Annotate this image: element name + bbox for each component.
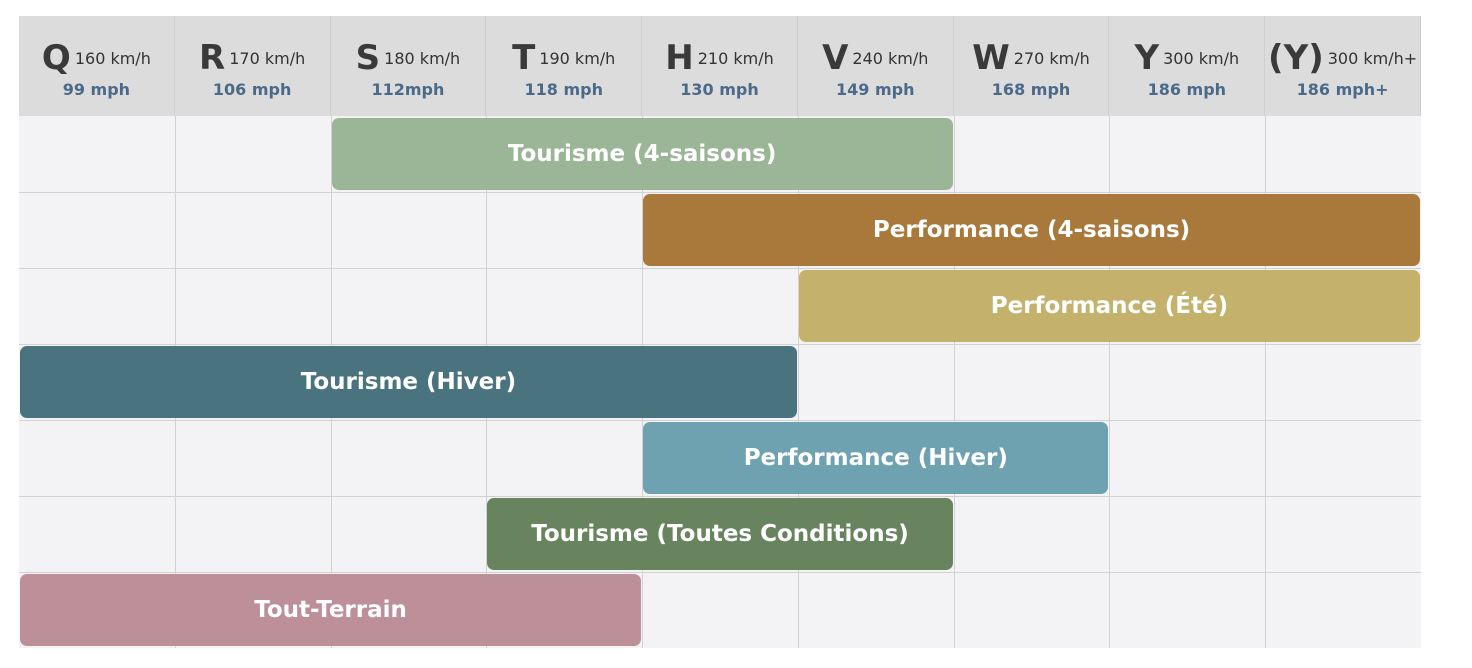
grid-line [19, 420, 1421, 421]
rating-letter: S [355, 38, 381, 78]
rating-letter: R [199, 38, 226, 78]
header-cell: T 190 km/h 118 mph [486, 16, 643, 116]
speed-kmh: 210 km/h [697, 48, 774, 68]
header-cell: Y 300 km/h 186 mph [1109, 16, 1266, 116]
category-bar: Tourisme (Toutes Conditions) [487, 498, 953, 570]
rating-line: T 190 km/h [486, 38, 641, 78]
rating-line: Q 160 km/h [19, 38, 174, 78]
rating-letter: Q [41, 38, 71, 78]
speed-mph: 149 mph [836, 80, 915, 99]
speed-mph: 130 mph [680, 80, 759, 99]
header-cell: (Y) 300 km/h+ 186 mph+ [1265, 16, 1421, 116]
rating-letter: H [665, 38, 694, 78]
rating-line: (Y) 300 km/h+ [1265, 38, 1420, 78]
header-cell: S 180 km/h 112mph [330, 16, 487, 116]
grid-line [797, 116, 799, 648]
category-bar: Performance (4-saisons) [643, 194, 1420, 266]
category-bar: Tourisme (Hiver) [20, 346, 797, 418]
rating-letter: W [972, 38, 1010, 78]
speed-kmh: 270 km/h [1013, 48, 1090, 68]
rating-line: W 270 km/h [954, 38, 1109, 78]
speed-kmh: 240 km/h [852, 48, 929, 68]
rating-letter: (Y) [1268, 38, 1324, 78]
speed-mph: 99 mph [62, 80, 131, 99]
speed-mph: 112mph [371, 80, 445, 99]
header-cell: Q 160 km/h 99 mph [19, 16, 175, 116]
speed-kmh: 180 km/h [384, 48, 461, 68]
header-cell: V 240 km/h 149 mph [797, 16, 954, 116]
grid-line [19, 192, 1421, 193]
rating-letter: V [822, 38, 849, 78]
grid-line [19, 496, 1421, 497]
grid-line [19, 344, 1421, 345]
grid-line [19, 572, 1421, 573]
speed-mph: 186 mph+ [1296, 80, 1389, 99]
speed-mph: 106 mph [212, 80, 292, 99]
rating-line: S 180 km/h [331, 38, 486, 78]
grid-line [19, 268, 1421, 269]
grid-line [1265, 116, 1267, 648]
rating-line: Y 300 km/h [1109, 38, 1264, 78]
rating-line: H 210 km/h [642, 38, 797, 78]
rating-letter: T [512, 38, 536, 78]
rating-line: V 240 km/h [798, 38, 953, 78]
speed-mph: 118 mph [524, 80, 603, 99]
rating-line: R 170 km/h [175, 38, 330, 78]
speed-rating-table: Q 160 km/h 99 mph R 170 km/h 106 mph S 180 km/h… [19, 16, 1421, 648]
speed-mph: 168 mph [991, 80, 1071, 99]
grid-line [1109, 116, 1111, 648]
speed-mph: 186 mph [1147, 80, 1227, 99]
speed-kmh: 190 km/h [539, 48, 616, 68]
speed-kmh: 300 km/h+ [1327, 48, 1418, 68]
speed-kmh: 170 km/h [229, 48, 306, 68]
category-bar: Tourisme (4-saisons) [331, 118, 953, 190]
speed-kmh: 160 km/h [74, 48, 151, 68]
header-cell: W 270 km/h 168 mph [953, 16, 1110, 116]
header-cell: R 170 km/h 106 mph [174, 16, 331, 116]
rating-letter: Y [1134, 38, 1160, 78]
grid-line [953, 116, 955, 648]
header-cell: H 210 km/h 130 mph [642, 16, 798, 116]
category-bar: Performance (Été) [798, 270, 1420, 342]
category-bar: Performance (Hiver) [643, 422, 1109, 494]
category-bar: Tout-Terrain [20, 574, 642, 646]
speed-kmh: 300 km/h [1163, 48, 1240, 68]
